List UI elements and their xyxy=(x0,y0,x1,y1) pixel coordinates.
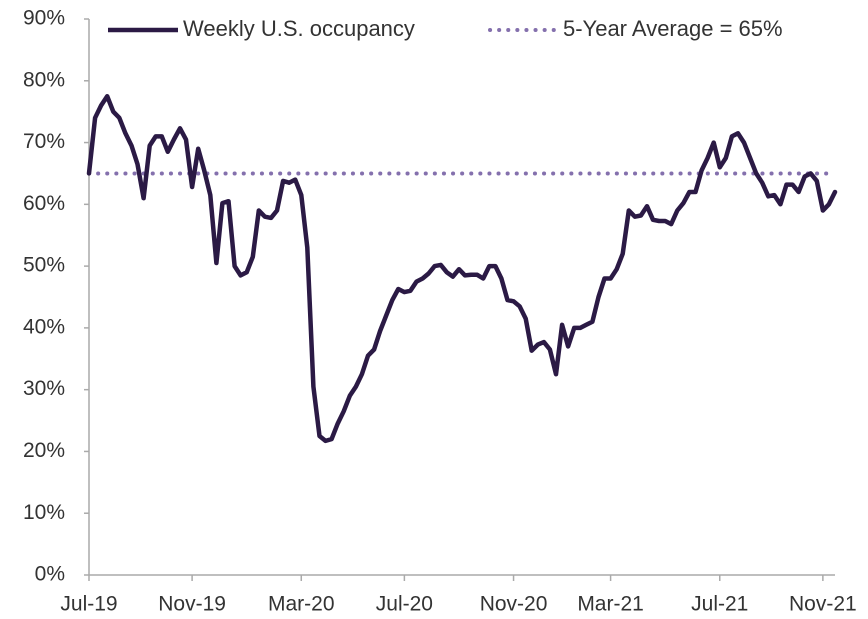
x-tick-label: Nov-20 xyxy=(480,593,548,616)
x-tick-label: Jul-21 xyxy=(691,593,748,616)
y-tick-label: 30% xyxy=(23,377,65,400)
y-tick-label: 50% xyxy=(23,254,65,277)
x-tick-label: Jul-19 xyxy=(60,593,117,616)
x-tick-label: Mar-21 xyxy=(577,593,644,616)
y-tick-label: 10% xyxy=(23,501,65,524)
x-tick-label: Nov-21 xyxy=(789,593,857,616)
y-tick-label: 40% xyxy=(23,315,65,338)
x-tick-label: Mar-20 xyxy=(268,593,335,616)
y-tick-label: 0% xyxy=(35,563,65,586)
x-tick-label: Nov-19 xyxy=(158,593,226,616)
y-tick-label: 80% xyxy=(23,68,65,91)
y-tick-label: 20% xyxy=(23,439,65,462)
legend-label: Weekly U.S. occupancy xyxy=(183,16,415,41)
x-tick-label: Jul-20 xyxy=(376,593,433,616)
y-tick-label: 70% xyxy=(23,130,65,153)
y-tick-label: 90% xyxy=(23,7,65,30)
legend-label: 5-Year Average = 65% xyxy=(563,16,783,41)
occupancy-line xyxy=(86,93,838,444)
y-tick-label: 60% xyxy=(23,192,65,215)
